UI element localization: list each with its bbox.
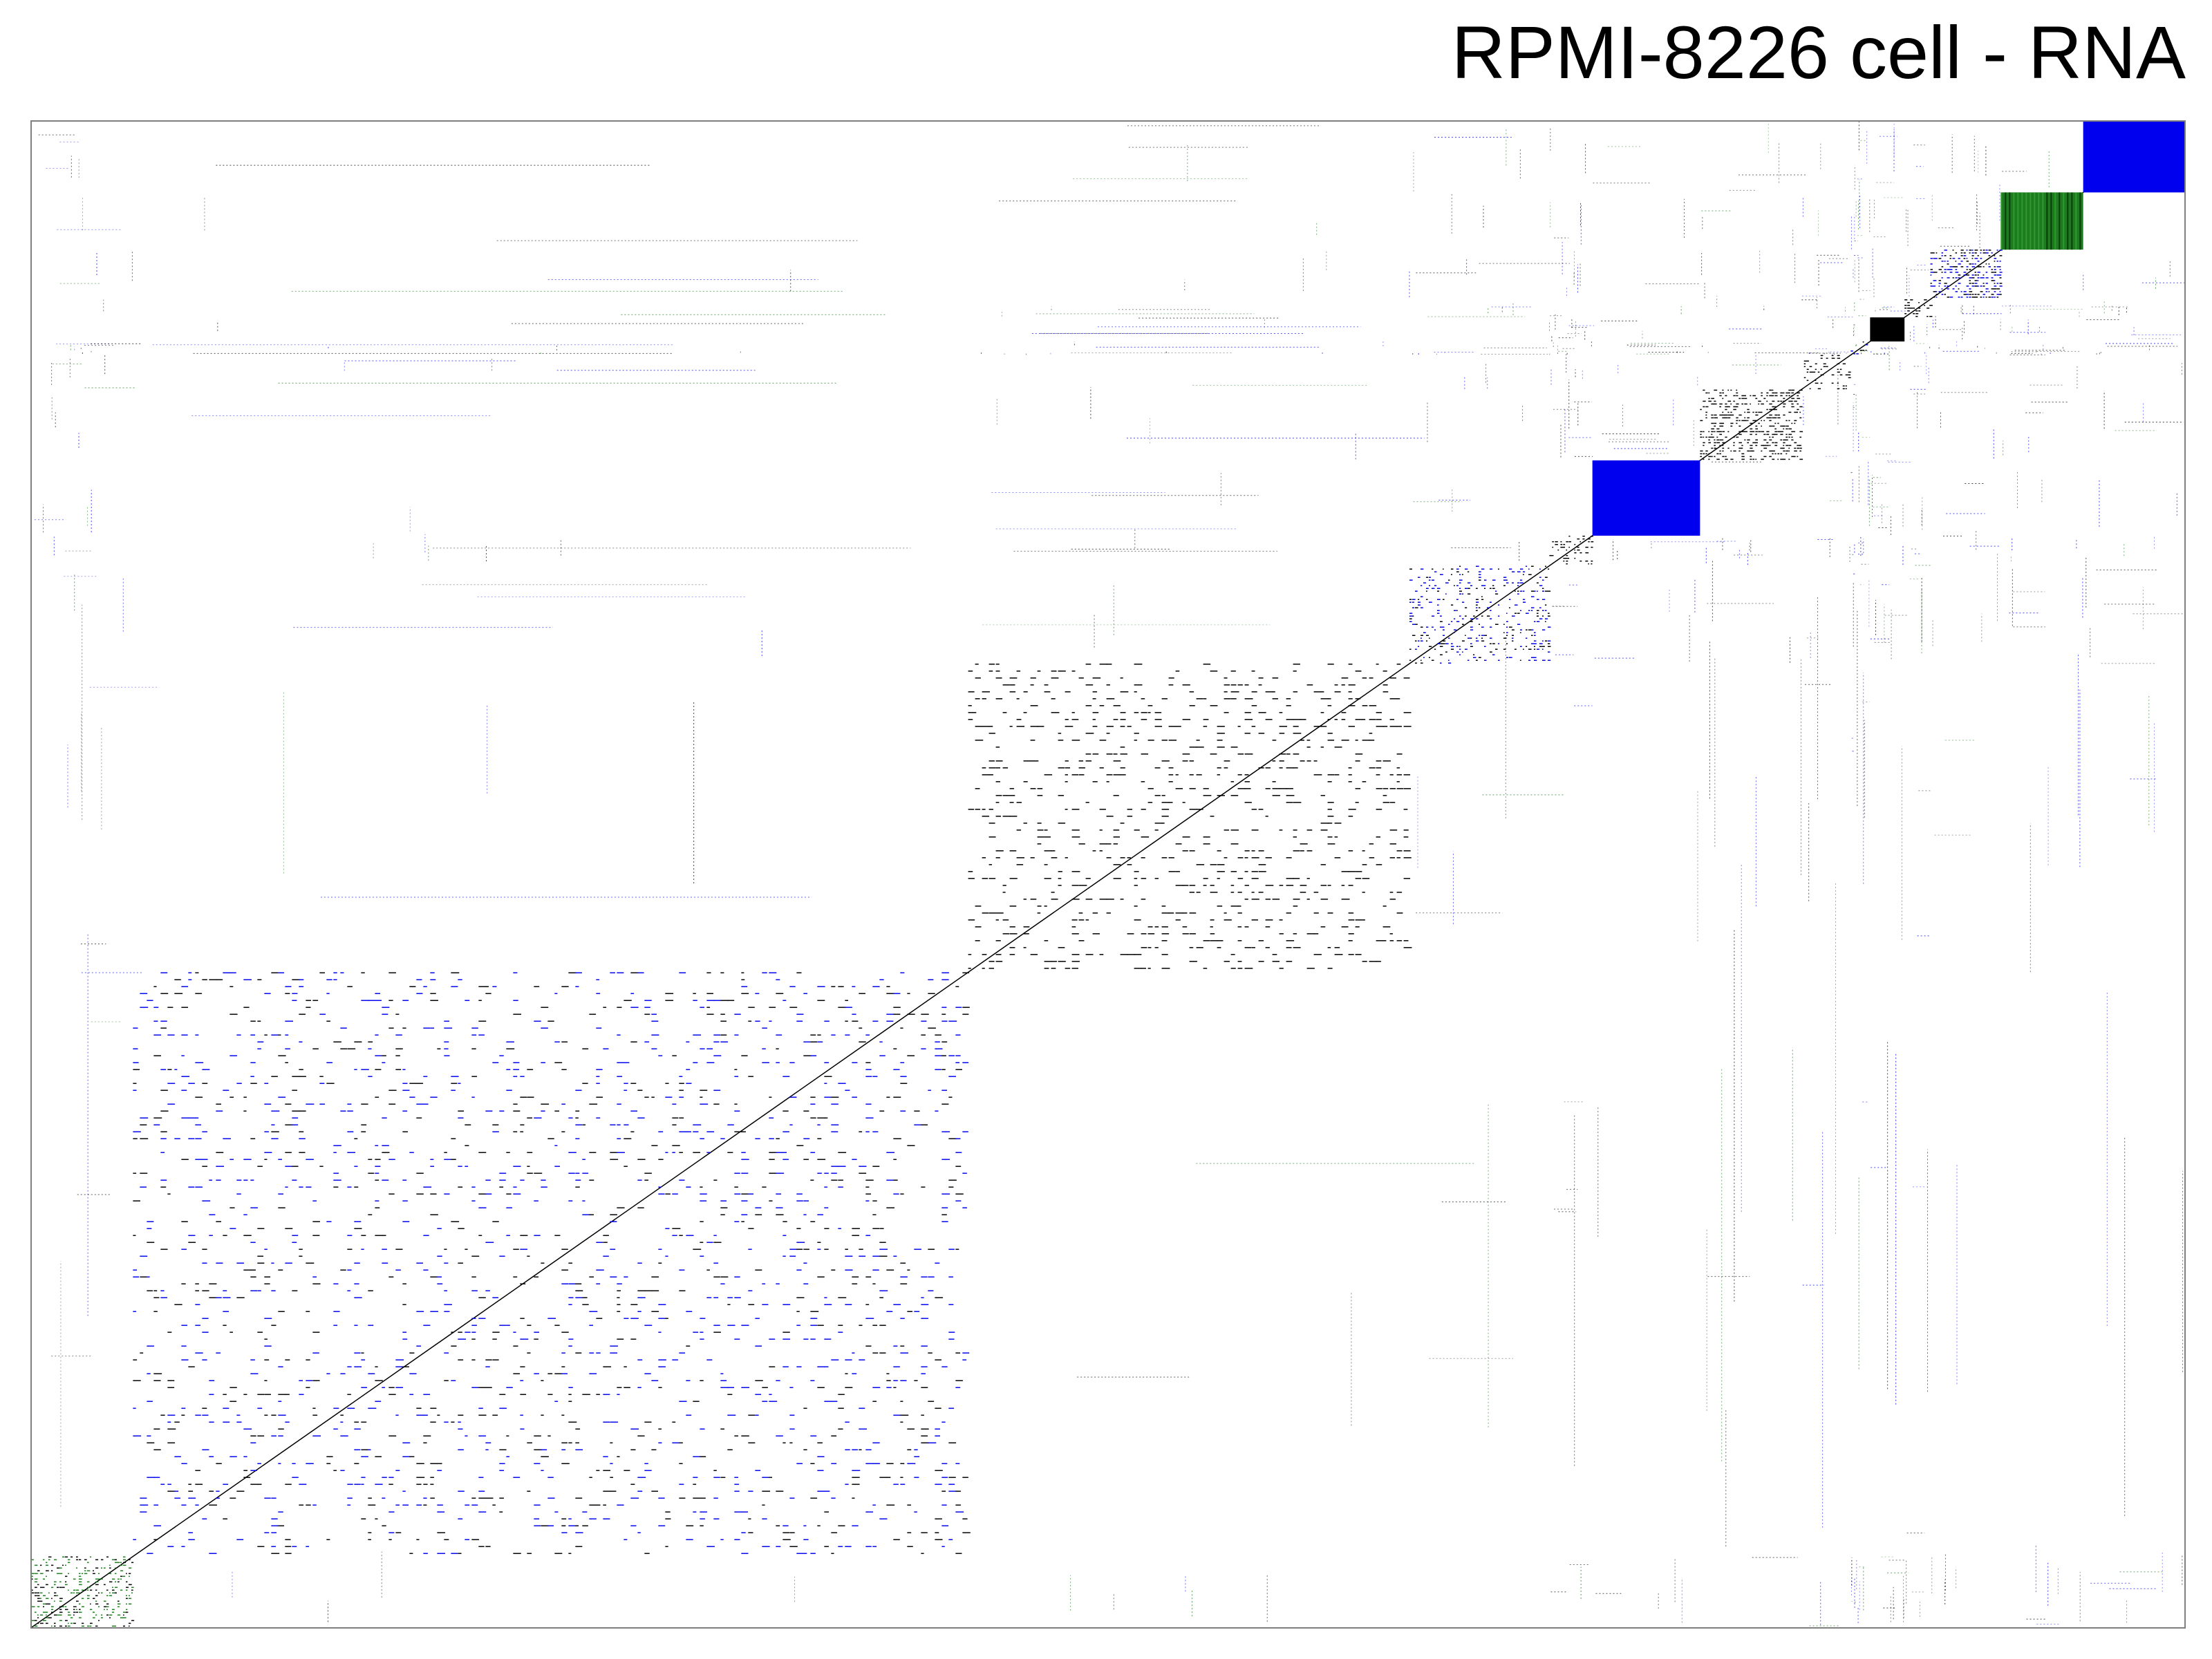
heatmap-plot-area: [30, 120, 2186, 1629]
cluster-block-c11: [1870, 317, 1905, 341]
cluster-block-c2: [133, 972, 971, 1555]
diagonal-line: [32, 122, 2184, 1627]
cluster-block-c10: [1859, 341, 1868, 351]
cluster-block-c8: [1803, 355, 1851, 390]
cluster-block-c7: [1700, 389, 1803, 460]
cluster-block-c6: [1592, 460, 1700, 536]
cluster-block-c12: [1904, 299, 1933, 317]
cluster-texture-c14: [2000, 192, 2081, 250]
cluster-block-c5: [1549, 535, 1594, 565]
cluster-block-c3: [968, 664, 1412, 969]
off-diagonal-streaks: [35, 122, 2184, 1627]
cluster-block-c1: [32, 1556, 135, 1627]
cluster-block-c9: [1850, 350, 1859, 355]
heatmap-svg: [32, 122, 2184, 1627]
cluster-block-c13: [1930, 250, 2003, 298]
chart-title: RPMI-8226 cell - RNA: [1451, 10, 2186, 94]
cluster-block-c15: [2083, 122, 2184, 193]
cluster-block-c4: [1409, 565, 1551, 664]
